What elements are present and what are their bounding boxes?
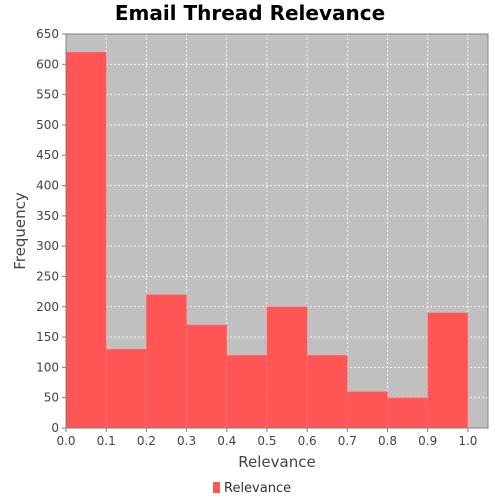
histogram-bar: [65, 51, 107, 429]
x-tick-label: 0.4: [217, 434, 236, 448]
x-tick-label: 0.2: [137, 434, 156, 448]
x-tick-label: 1.0: [458, 434, 477, 448]
y-tick-label: 50: [44, 391, 59, 405]
y-tick-label: 550: [36, 88, 59, 102]
histogram-bar: [387, 397, 428, 429]
y-tick-label: 400: [36, 179, 59, 193]
y-tick-label: 200: [36, 300, 59, 314]
chart-title: Email Thread Relevance: [114, 1, 386, 25]
x-tick-label: 0.6: [298, 434, 317, 448]
y-tick-label: 150: [36, 330, 59, 344]
histogram-bar: [226, 355, 268, 429]
y-axis-label: Frequency: [11, 192, 29, 270]
histogram-bar: [105, 348, 147, 429]
histogram-bar: [146, 294, 187, 429]
x-tick-label: 0.7: [338, 434, 357, 448]
x-tick-label: 0.3: [177, 434, 196, 448]
histogram-bar: [266, 306, 308, 429]
y-tick-label: 100: [36, 360, 59, 374]
histogram-bar: [306, 355, 348, 429]
x-tick-label: 0.0: [56, 434, 75, 448]
histogram-bar: [427, 312, 469, 429]
y-tick-label: 600: [36, 57, 59, 71]
x-tick-label: 0.5: [257, 434, 276, 448]
histogram-bar: [347, 391, 388, 429]
y-tick-label: 0: [51, 421, 59, 435]
y-tick-label: 350: [36, 209, 59, 223]
legend-label: Relevance: [224, 481, 291, 496]
x-axis-label: Relevance: [238, 453, 315, 471]
plot-border: [65, 33, 489, 429]
y-tick-label: 650: [36, 27, 59, 41]
y-tick-label: 250: [36, 269, 59, 283]
y-tick-label: 500: [36, 118, 59, 132]
x-tick-label: 0.9: [418, 434, 437, 448]
x-tick-label: 0.8: [378, 434, 397, 448]
bars: [65, 51, 469, 429]
legend-swatch: [213, 482, 220, 493]
y-tick-label: 300: [36, 239, 59, 253]
x-tick-label: 0.1: [97, 434, 116, 448]
axes: 0 50 100 150 200 250 300 350 400 450 500 550 600 650 0…: [36, 27, 477, 448]
y-tick-label: 450: [36, 148, 59, 162]
histogram-bar: [186, 324, 228, 429]
legend: Relevance: [213, 481, 291, 496]
